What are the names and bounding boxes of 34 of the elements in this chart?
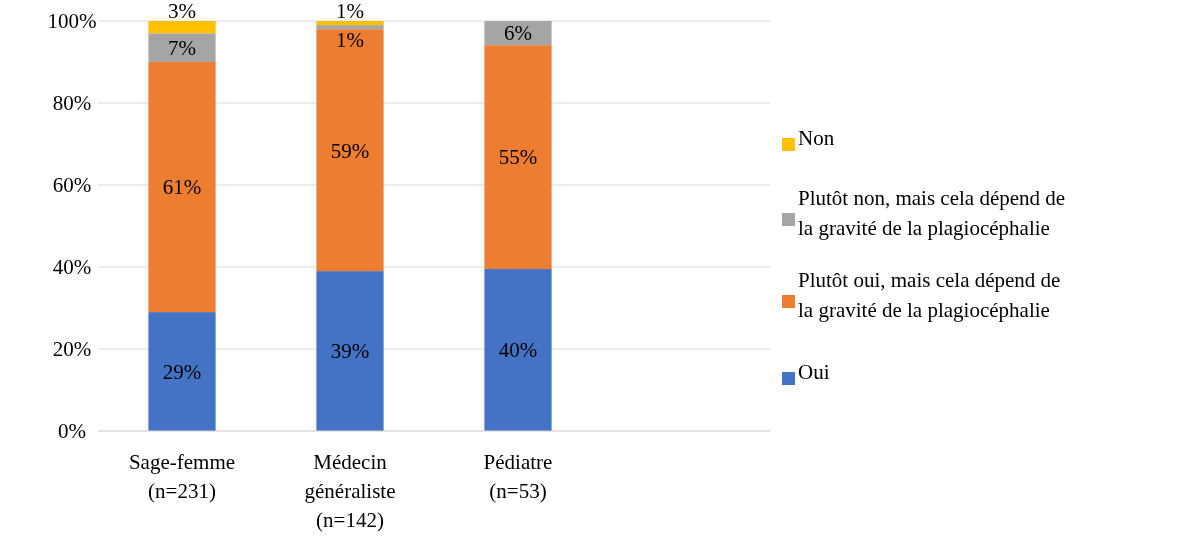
- x-tick-label: Pédiatre (n=53): [483, 450, 553, 503]
- data-label: 1%: [336, 28, 364, 53]
- bar: [148, 21, 216, 34]
- data-label: 59%: [330, 138, 370, 163]
- data-label: 55%: [498, 145, 538, 170]
- data-label: 3%: [168, 0, 196, 24]
- legend-label: Plutôt oui, mais cela dépend de la gravité de la plagiocéphalie: [798, 268, 1061, 322]
- data-label: 39%: [330, 339, 370, 364]
- data-label: 29%: [162, 359, 202, 384]
- data-label: 6%: [504, 21, 532, 46]
- y-tick-label: 80%: [52, 91, 92, 116]
- bar: [484, 45, 552, 270]
- bar: [316, 271, 384, 431]
- y-tick-label: 0%: [58, 419, 86, 444]
- data-label: 7%: [168, 36, 196, 60]
- data-label: 61%: [162, 175, 202, 200]
- x-tick-label: Sage-femme (n=231): [128, 450, 236, 503]
- legend-label: Plutôt non, mais cela dépend de la gravité de la plagiocéphalie: [798, 186, 1066, 240]
- bar: [316, 21, 384, 26]
- data-label: 40%: [498, 338, 538, 363]
- bar: [484, 269, 552, 431]
- bar: [148, 62, 216, 313]
- legend-label: Non: [798, 126, 835, 150]
- bar: [316, 25, 384, 30]
- y-tick-label: 100%: [47, 9, 97, 34]
- legend-label: Oui: [798, 360, 830, 384]
- x-tick-label: Médecin généraliste (n=142): [304, 450, 396, 532]
- bar: [148, 33, 216, 62]
- y-tick-label: 40%: [52, 255, 92, 280]
- bar: [148, 312, 216, 431]
- data-label: 1%: [336, 0, 364, 24]
- y-tick-label: 60%: [52, 173, 92, 198]
- bar: [316, 29, 384, 272]
- y-tick-label: 20%: [52, 337, 92, 362]
